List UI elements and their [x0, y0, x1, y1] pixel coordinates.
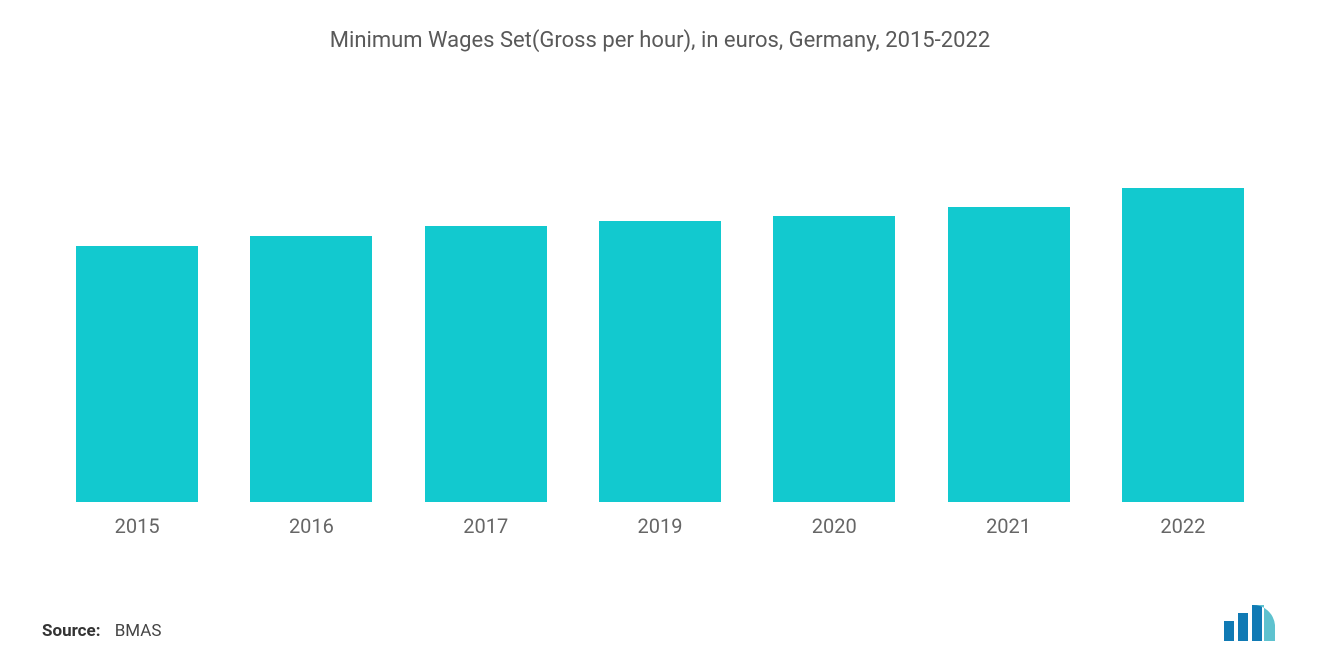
bar-slot: 2020	[747, 181, 921, 542]
bar	[773, 216, 895, 502]
bar-slot: 2019	[573, 181, 747, 542]
bar	[250, 236, 372, 502]
bar-slot: 2022	[1096, 181, 1270, 542]
x-axis-label: 2021	[986, 514, 1031, 542]
chart-footer: Source: BMAS	[38, 603, 1282, 645]
x-axis-label: 2022	[1160, 514, 1205, 542]
plot-area: 2015 2016 2017 2019 2020 2021 2022	[38, 181, 1282, 543]
bar-slot: 2016	[224, 181, 398, 542]
bar	[76, 246, 198, 502]
source-value: BMAS	[115, 621, 162, 641]
bar	[948, 207, 1070, 502]
chart-container: Minimum Wages Set(Gross per hour), in eu…	[0, 0, 1320, 665]
x-axis-label: 2019	[638, 514, 683, 542]
source-label: Source:	[42, 621, 100, 641]
bar-slot: 2017	[399, 181, 573, 542]
brand-logo-icon	[1220, 603, 1278, 641]
x-axis-label: 2016	[289, 514, 334, 542]
x-axis-label: 2020	[812, 514, 857, 542]
bar	[599, 221, 721, 502]
bar	[425, 226, 547, 502]
bar-slot: 2021	[921, 181, 1095, 542]
bar-slot: 2015	[50, 181, 224, 542]
source-line: Source: BMAS	[42, 621, 161, 641]
bar	[1122, 188, 1244, 502]
x-axis-label: 2015	[115, 514, 160, 542]
chart-title: Minimum Wages Set(Gross per hour), in eu…	[38, 28, 1282, 53]
x-axis-label: 2017	[463, 514, 508, 542]
